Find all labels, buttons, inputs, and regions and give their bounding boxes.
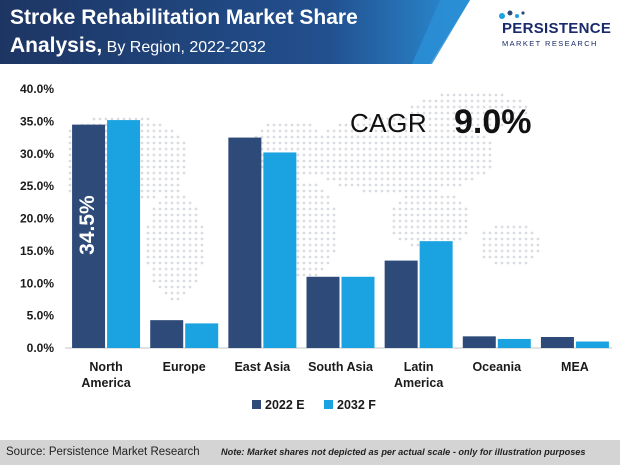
chart-title: Stroke Rehabilitation Market Share — [10, 6, 358, 29]
annotations: 34.5% — [76, 195, 99, 255]
bar-annotation: 34.5% — [76, 195, 99, 255]
x-tick-label: MEA — [561, 360, 589, 374]
y-tick-label: 40.0% — [20, 82, 54, 96]
bar-chart: 0.0% 5.0% 10.0% 15.0% 20.0% 25.0% 30.0% 35.0% 40… — [20, 82, 612, 412]
note-text: Note: Market shares not depicted as per … — [221, 447, 586, 457]
logo-dots-icon — [499, 10, 525, 19]
x-tick-label: South Asia — [308, 360, 374, 374]
footer: Source: Persistence Market Research Note… — [0, 440, 620, 465]
y-tick-label: 5.0% — [27, 309, 55, 323]
legend: 2022 E 2032 F — [252, 398, 376, 412]
logo-tagline: MARKET RESEARCH — [502, 39, 598, 48]
title-banner-shape — [0, 0, 470, 64]
logo-name: PERSISTENCE — [502, 20, 612, 37]
legend-label: 2022 E — [265, 398, 305, 412]
bar-2022-e — [384, 260, 418, 348]
legend-swatch — [324, 400, 333, 409]
legend-label: 2032 F — [337, 398, 376, 412]
bar-2032-f — [419, 241, 453, 348]
x-tick-label: Europe — [163, 360, 206, 374]
bar-2022-e — [462, 336, 496, 348]
cagr-value: 9.0% — [454, 103, 532, 141]
bar-2032-f — [341, 276, 375, 348]
bar-2032-f — [575, 341, 609, 348]
x-tick-label: East Asia — [234, 360, 291, 374]
source-text: Source: Persistence Market Research — [6, 446, 200, 458]
y-tick-label: 0.0% — [27, 341, 55, 355]
y-tick-label: 15.0% — [20, 244, 54, 258]
legend-swatch — [252, 400, 261, 409]
bar-2032-f — [107, 120, 141, 348]
x-tick-label: North America — [81, 360, 131, 390]
y-tick-label: 30.0% — [20, 147, 54, 161]
x-tick-label: Latin America — [394, 360, 444, 390]
y-tick-label: 10.0% — [20, 276, 54, 290]
bar-2032-f — [185, 323, 219, 348]
y-tick-label: 25.0% — [20, 179, 54, 193]
bar-2022-e — [306, 276, 340, 348]
bar-2032-f — [497, 338, 531, 348]
y-tick-label: 20.0% — [20, 212, 54, 226]
cagr-label: CAGR — [350, 108, 428, 138]
y-tick-label: 35.0% — [20, 114, 54, 128]
chart-subtitle-text: By Region, 2022-2032 — [106, 39, 266, 56]
header: Stroke Rehabilitation Market Share Analy… — [0, 0, 620, 70]
title-banner: Stroke Rehabilitation Market Share Analy… — [0, 0, 470, 64]
chart-subtitle: Analysis, By Region, 2022-2032 — [10, 34, 266, 58]
company-logo: PERSISTENCE MARKET RESEARCH — [492, 8, 612, 58]
bars — [72, 120, 609, 348]
x-tick-label: Oceania — [472, 360, 522, 374]
bar-2022-e — [228, 137, 262, 348]
bar-2022-e — [72, 124, 106, 348]
chart-title-cont: Analysis, — [10, 34, 103, 57]
bar-2032-f — [263, 152, 297, 348]
bar-2022-e — [150, 320, 184, 348]
x-axis: North America Europe East Asia South Asia Lat… — [81, 360, 588, 390]
bar-2022-e — [540, 336, 574, 348]
